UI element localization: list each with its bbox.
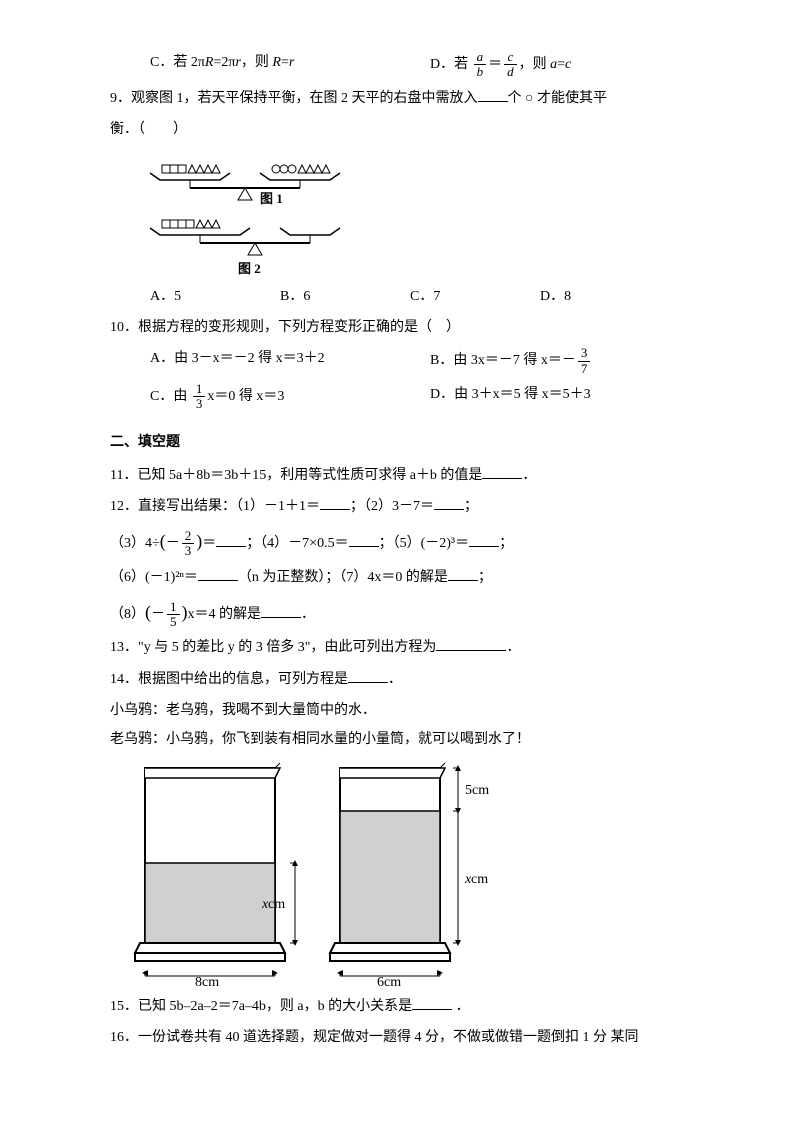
q14-dialogue2: 老乌鸦：小乌鸦，你飞到装有相同水量的小量筒，就可以喝到水了！	[110, 727, 684, 752]
svg-text:图 1: 图 1	[260, 191, 283, 206]
q16: 16．一份试卷共有 40 道选择题，规定做对一题得 4 分，不做或做错一题倒扣 …	[110, 1025, 684, 1050]
q10-opt-b: B．由 3x＝－7 得 x＝－37	[430, 346, 592, 376]
q13: 13．"y 与 5 的差比 y 的 3 倍多 3"，由此可列出方程为．	[110, 635, 684, 660]
q12-line3: （6）(－1)²ⁿ＝（n 为正整数）；（7）4x＝0 的解是；	[110, 565, 684, 590]
q10-opt-a: A．由 3－x＝－2 得 x＝3＋2	[150, 346, 430, 376]
q15: 15．已知 5b–2a–2＝7a–4b，则 a，b 的大小关系是 ．	[110, 994, 684, 1019]
q9-options: A．5 B．6 C．7 D．8	[110, 284, 684, 309]
q9-opt-c: C．7	[410, 284, 540, 309]
svg-text:8cm: 8cm	[195, 975, 219, 988]
svg-text:5cm: 5cm	[465, 783, 489, 798]
q8-options-cd: C．若 2πR=2πr，则 R=r D．若 ab＝cd，则 a=c	[110, 50, 684, 80]
section2-title: 二、填空题	[110, 430, 684, 455]
q9-text-line2: 衡．（ ）	[110, 117, 684, 142]
svg-text:cm: cm	[471, 872, 488, 887]
opt-c-text: C．若 2πR=2πr，则 R=r	[150, 55, 294, 70]
svg-text:6cm: 6cm	[377, 975, 401, 988]
opt-d-text: D．若 ab＝cd，则 a=c	[430, 57, 571, 72]
svg-text:cm: cm	[268, 897, 285, 912]
svg-text:图 2: 图 2	[238, 261, 261, 276]
q9-opt-a: A．5	[150, 284, 280, 309]
q12-line4: （8）(－15)x＝4 的解是．	[110, 596, 684, 630]
q9-opt-b: B．6	[280, 284, 410, 309]
q12-line1: 12．直接写出结果：（1）－1＋1＝；（2）3－7＝；	[110, 494, 684, 519]
q12-line2: （3）4÷(－23)＝；（4）－7×0.5＝；（5）(－2)³＝；	[110, 525, 684, 559]
q10-options-cd: C．由 13x＝0 得 x＝3 D．由 3＋x＝5 得 x＝5＋3	[110, 382, 684, 412]
q10-options-ab: A．由 3－x＝－2 得 x＝3＋2 B．由 3x＝－7 得 x＝－37	[110, 346, 684, 376]
q9-text-line1: 9．观察图 1，若天平保持平衡，在图 2 天平的右盘中需放入个 ○ 才能使其平	[110, 86, 684, 111]
q11: 11．已知 5a＋8b＝3b＋15，利用等式性质可求得 a＋b 的值是．	[110, 463, 684, 488]
q10-opt-d: D．由 3＋x＝5 得 x＝5＋3	[430, 382, 591, 412]
q14-text: 14．根据图中给出的信息，可列方程是．	[110, 667, 684, 692]
q10-text: 10．根据方程的变形规则，下列方程变形正确的是（ ）	[110, 315, 684, 340]
cylinders-figure: x cm 8cm	[130, 758, 684, 988]
q9-opt-d: D．8	[540, 284, 670, 309]
balance-figure: 图 1 图 2	[130, 148, 684, 278]
q10-opt-c: C．由 13x＝0 得 x＝3	[150, 382, 430, 412]
q14-dialogue1: 小乌鸦：老乌鸦，我喝不到大量筒中的水．	[110, 698, 684, 723]
